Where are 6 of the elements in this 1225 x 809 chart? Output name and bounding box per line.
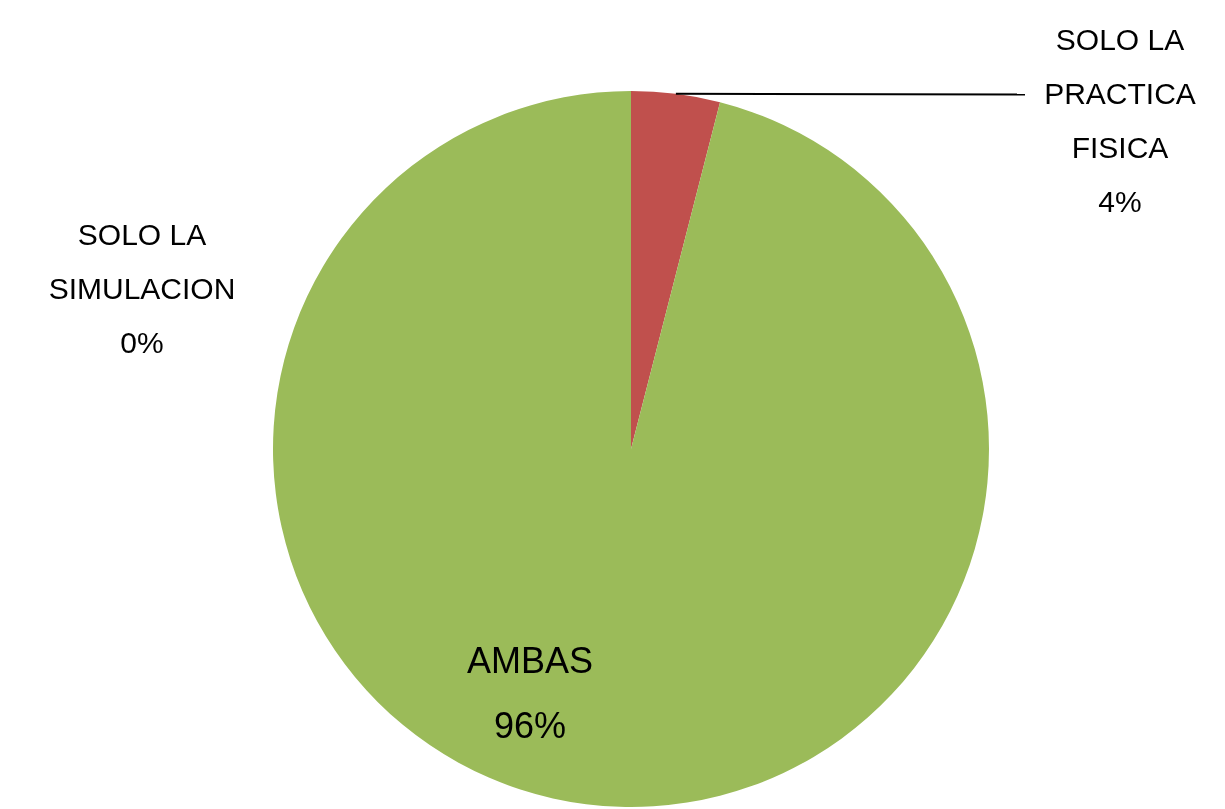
text: 0% (120, 326, 164, 360)
data-label: 96% (493, 704, 567, 746)
data-label: 4% (1098, 185, 1142, 219)
category-label: SOLO LA SIMULACION (48, 218, 236, 306)
slice-label: AMBAS (466, 639, 594, 681)
slice-label: SOLO LA PRACTICA FISICA (1044, 23, 1196, 165)
